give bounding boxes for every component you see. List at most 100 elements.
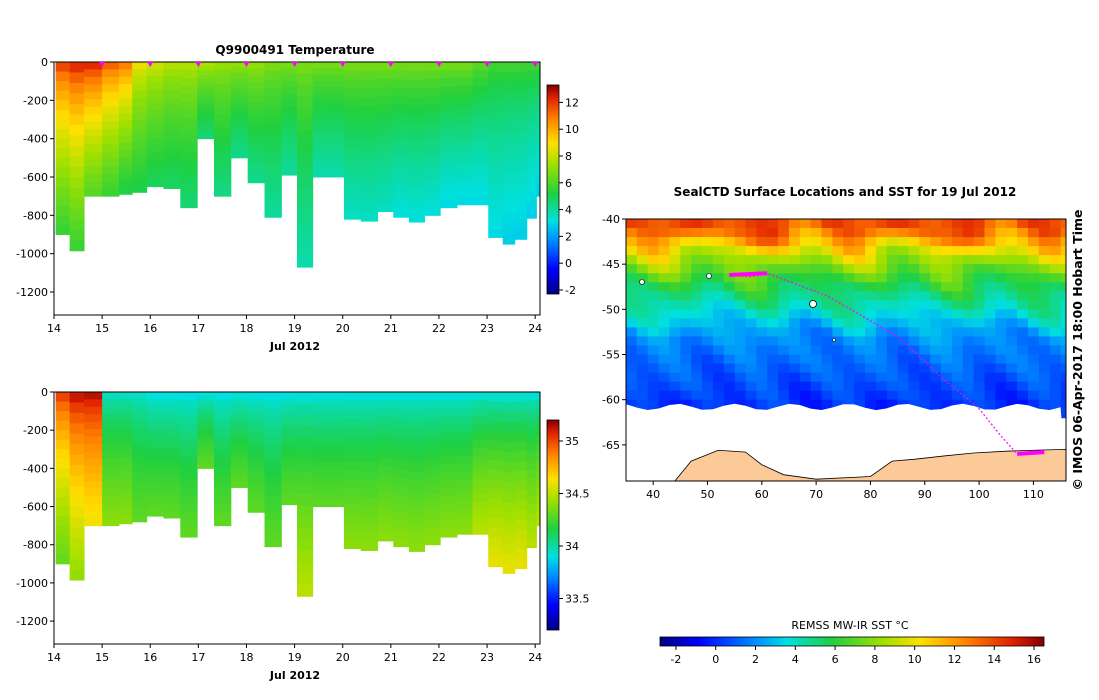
profile-marker	[195, 62, 202, 67]
profile-cell	[146, 179, 164, 188]
profile-cell	[69, 135, 85, 147]
sst-cell	[886, 219, 899, 229]
profile-cell	[514, 190, 528, 201]
profile-cell	[514, 62, 528, 73]
profile-cell	[472, 69, 489, 79]
profile-cell	[69, 454, 85, 466]
profile-cell	[488, 130, 504, 141]
profile-cell	[197, 66, 215, 72]
sst-cell	[669, 228, 681, 238]
profile-cell	[440, 78, 458, 87]
profile-cell	[132, 471, 148, 480]
profile-cell	[281, 143, 298, 151]
sst-cell	[1049, 300, 1062, 310]
sst-cell	[734, 291, 747, 301]
sst-cell	[984, 363, 996, 374]
profile-cell	[180, 94, 198, 103]
profile-cell	[163, 118, 181, 126]
profile-cell	[328, 481, 345, 488]
profile-cell	[472, 486, 489, 496]
profile-cell	[312, 487, 329, 495]
sst-cell	[930, 345, 942, 356]
profile-cell	[456, 502, 474, 512]
sst-cell	[865, 219, 877, 229]
sst-cell	[843, 318, 855, 328]
profile-cell	[514, 71, 528, 83]
sst-cell	[854, 255, 866, 265]
sst-cell	[930, 273, 942, 283]
sst-cell	[984, 381, 996, 392]
profile-cell	[502, 492, 516, 504]
sst-cell	[745, 399, 757, 410]
profile-cell	[514, 519, 528, 530]
profile-cell	[102, 84, 120, 93]
sst-cell	[647, 291, 660, 301]
profile-cell	[514, 199, 528, 211]
sst-cell	[875, 327, 888, 337]
sst-cell	[626, 228, 638, 238]
profile-cell	[230, 460, 249, 467]
sst-cell	[767, 273, 779, 283]
profile-cell	[488, 556, 504, 568]
profile-cell	[197, 130, 215, 135]
y-tick-label: -600	[23, 171, 48, 184]
profile-cell	[526, 417, 537, 428]
profile-cell	[440, 167, 458, 176]
profile-cell	[424, 147, 441, 157]
profile-cell	[536, 414, 540, 423]
profile-cell	[230, 125, 249, 132]
sst-cell	[691, 336, 703, 346]
profile-cell	[377, 128, 394, 138]
sst-cell	[984, 264, 996, 274]
profile-cell	[514, 111, 528, 122]
sst-cell	[658, 273, 670, 283]
sst-cell	[778, 291, 790, 301]
profile-cell	[118, 465, 133, 473]
x-tick-label: 16	[143, 322, 157, 335]
profile-cell	[118, 69, 133, 78]
profile-cell	[264, 165, 282, 175]
sst-cell	[702, 246, 714, 256]
sst-cell	[745, 309, 757, 319]
sst-cell	[1049, 390, 1062, 401]
profile-cell	[536, 481, 540, 490]
profile-cell	[526, 183, 537, 193]
profile-cell	[424, 198, 441, 208]
sst-cell	[1049, 246, 1062, 256]
profile-cell	[281, 87, 298, 94]
sst-cell	[1006, 300, 1018, 310]
profile-cell	[180, 118, 198, 128]
sst-cell	[788, 300, 801, 310]
temperature-title: Q9900491 Temperature	[215, 43, 374, 57]
sst-cell	[908, 264, 920, 274]
profile-cell	[180, 134, 198, 144]
profile-cell	[514, 81, 528, 93]
profile-cell	[118, 62, 133, 70]
profile-cell	[526, 157, 537, 167]
profile-cell	[343, 184, 362, 194]
profile-cell	[360, 541, 379, 551]
profile-cell	[393, 182, 410, 192]
profile-cell	[264, 400, 282, 410]
profile-cell	[536, 421, 540, 430]
profile-cell	[146, 426, 164, 434]
sst-cell	[875, 309, 888, 319]
sst-cell	[691, 399, 703, 410]
sst-cell	[1006, 255, 1018, 265]
sst-cell	[723, 345, 736, 356]
profile-cell	[84, 399, 103, 408]
profile-cell	[197, 430, 215, 435]
sst-cell	[680, 390, 692, 401]
profile-cell	[247, 62, 266, 70]
profile-cell	[343, 400, 362, 410]
sst-cell	[680, 363, 692, 374]
profile-cell	[502, 422, 516, 433]
sst-cell	[626, 282, 638, 292]
sst-cell	[886, 354, 899, 365]
profile-cell	[213, 106, 232, 115]
profile-cell	[180, 432, 198, 441]
profile-cell	[102, 406, 120, 415]
sst-colorbar-tick-label: 12	[947, 653, 961, 666]
sst-cell	[734, 318, 747, 328]
